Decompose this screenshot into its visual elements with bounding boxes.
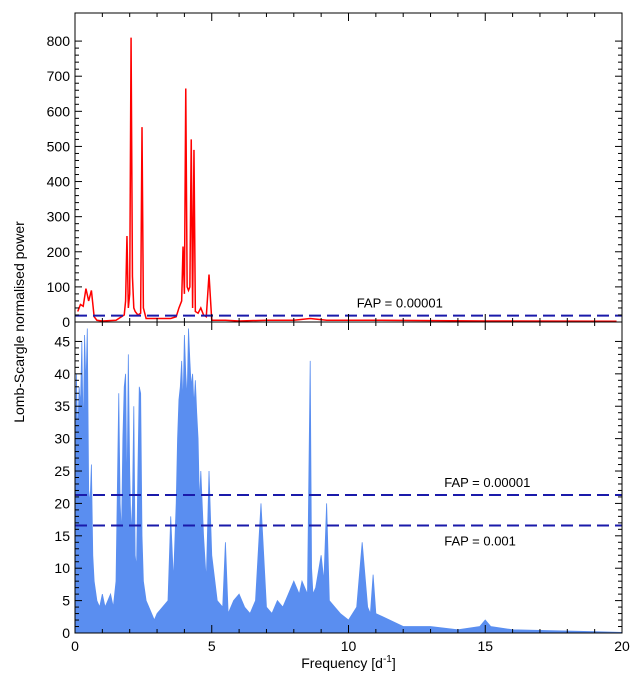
top-ytick-label: 600 <box>47 103 71 119</box>
x-axis-label-main: Frequency [d <box>301 655 383 671</box>
top-x-ticks <box>75 13 622 322</box>
top-ytick-label: 200 <box>47 244 71 260</box>
top-series-line <box>78 38 617 322</box>
top-panel-frame <box>75 13 622 322</box>
bottom-ytick-label: 5 <box>62 593 70 609</box>
top-ytick-label: 100 <box>47 279 71 295</box>
bottom-ytick-label: 40 <box>54 366 70 382</box>
bottom-xtick-label: 10 <box>341 638 357 654</box>
bottom-ytick-label: 30 <box>54 431 70 447</box>
bottom-x-ticks: 0 5 10 15 20 <box>71 322 630 654</box>
bottom-ytick-label: 20 <box>54 495 70 511</box>
bottom-ytick-label: 10 <box>54 560 70 576</box>
top-ytick-label: 400 <box>47 174 71 190</box>
bottom-fap-label-001: FAP = 0.001 <box>444 533 516 548</box>
bottom-ytick-label: 25 <box>54 463 70 479</box>
bottom-xtick-label: 15 <box>477 638 493 654</box>
bottom-ytick-label: 45 <box>54 333 70 349</box>
top-plot-area <box>78 38 617 322</box>
bottom-plot-area <box>75 328 622 633</box>
top-ytick-label: 0 <box>62 314 70 330</box>
bottom-ytick-label: 35 <box>54 398 70 414</box>
bottom-ytick-label: 15 <box>54 528 70 544</box>
bottom-xtick-label: 0 <box>71 638 79 654</box>
bottom-panel-frame <box>75 322 622 633</box>
bottom-xtick-label: 20 <box>614 638 630 654</box>
bottom-xtick-label: 5 <box>208 638 216 654</box>
bottom-series-area <box>75 328 622 633</box>
top-ytick-label: 300 <box>47 209 71 225</box>
x-axis-label: Frequency [d-1] <box>301 654 396 671</box>
top-ytick-label: 700 <box>47 68 71 84</box>
top-ytick-label: 800 <box>47 33 71 49</box>
top-panel: FAP = 0.00001 0 100 200 300 400 500 600 700 800 <box>47 13 622 330</box>
top-ytick-label: 500 <box>47 138 71 154</box>
y-axis-label: Lomb-Scargle normalised power <box>11 221 27 423</box>
top-fap-label: FAP = 0.00001 <box>357 296 443 311</box>
bottom-panel: FAP = 0.00001 FAP = 0.001 0 5 10 15 20 25 30 35… <box>54 322 630 654</box>
bottom-ytick-label: 0 <box>62 625 70 641</box>
bottom-fap-label-00001: FAP = 0.00001 <box>444 475 530 490</box>
x-axis-label-suffix: ] <box>392 655 396 671</box>
bottom-fap-lines <box>75 495 622 525</box>
